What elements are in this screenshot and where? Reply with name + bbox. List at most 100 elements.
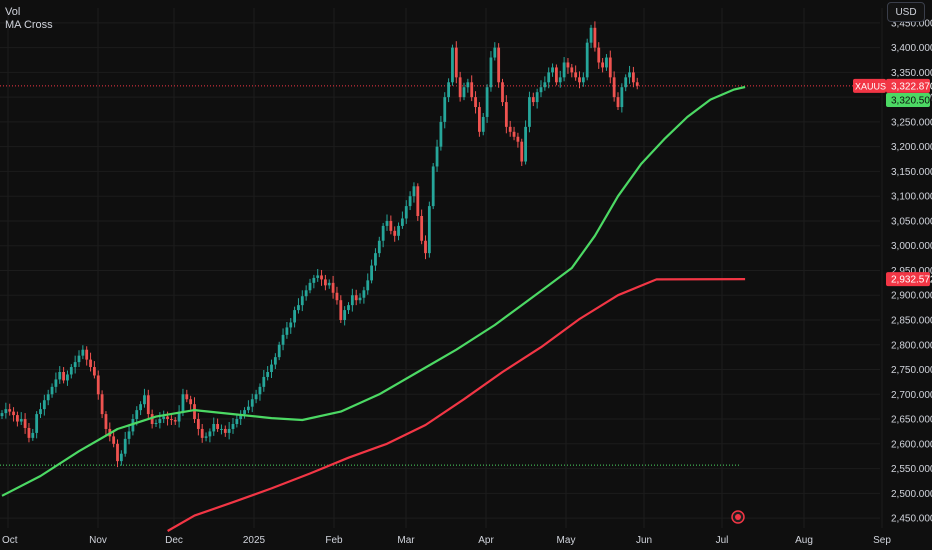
candle-body <box>543 82 547 88</box>
candle-body <box>212 424 216 432</box>
candle-body <box>189 399 193 405</box>
price-tick-label: 2,650.000 <box>891 415 932 426</box>
time-tick-label: Feb <box>325 535 343 546</box>
candle-body <box>601 62 604 68</box>
ma-slow-line <box>167 278 746 532</box>
candle-body <box>112 436 116 444</box>
price-tick-label: 2,700.000 <box>891 390 932 401</box>
time-tick-label: Sep <box>873 535 891 546</box>
indicator-legend: Vol MA Cross <box>5 6 53 32</box>
candle-body <box>200 428 204 438</box>
candle-body <box>512 131 516 137</box>
price-tick-label: 2,450.000 <box>891 514 932 525</box>
time-axis[interactable]: Oct Nov Dec 2025 Feb Mar Apr May Jun Jul Aug Sep <box>2 535 891 546</box>
candle-body <box>593 27 597 48</box>
price-tick-label: 2,950.000 <box>891 266 932 277</box>
event-marker[interactable] <box>731 510 745 524</box>
candle-body <box>347 305 350 311</box>
candle-body <box>458 77 462 98</box>
candle-body <box>424 240 427 254</box>
candle-body <box>558 77 562 83</box>
candle-body <box>154 423 158 425</box>
candle-body <box>343 310 347 320</box>
reference-lines <box>0 85 880 466</box>
vol-indicator-label[interactable]: Vol <box>5 6 21 18</box>
candle-body <box>231 424 235 429</box>
time-tick-label: 2025 <box>243 535 266 546</box>
ma-fast-badge-text: 3,320.505 <box>891 95 932 106</box>
candle-body <box>235 419 239 424</box>
candle-body <box>562 62 566 78</box>
candle-body <box>439 121 443 147</box>
candle-body <box>297 305 300 311</box>
last-price-badge <box>886 78 930 93</box>
candle-body <box>616 97 620 108</box>
candle-body <box>454 47 458 78</box>
candle-body <box>216 424 219 429</box>
candle-body <box>370 265 373 281</box>
candle-body <box>239 414 243 420</box>
candle-body <box>208 431 212 437</box>
candle-body <box>331 282 335 293</box>
candle-body <box>8 409 12 412</box>
candle-body <box>181 394 185 412</box>
candle-body <box>104 414 108 429</box>
candle-body <box>139 404 142 411</box>
candle-body <box>489 57 493 88</box>
price-tick-label: 3,050.000 <box>891 216 932 227</box>
candle-body <box>250 399 254 407</box>
price-tick-label: 2,800.000 <box>891 340 932 351</box>
price-tick-label: 3,400.000 <box>891 43 932 54</box>
price-axis[interactable]: 2,450.000 2,500.000 2,550.000 2,600.000 2,65… <box>891 18 932 524</box>
candle-body <box>447 82 450 98</box>
time-tick-label: Jul <box>716 535 729 546</box>
candle-body <box>150 414 154 424</box>
candle-body <box>304 290 308 297</box>
candle-body <box>100 394 104 415</box>
currency-button[interactable]: USD <box>887 2 925 22</box>
candle-body <box>131 419 135 432</box>
candle-body <box>524 126 527 162</box>
candle-body <box>497 47 501 83</box>
candle-body <box>605 57 608 68</box>
candle-body <box>285 327 289 335</box>
candle-body <box>127 431 131 439</box>
price-tick-label: 3,100.000 <box>891 192 932 203</box>
candle-body <box>324 279 327 286</box>
candle-body <box>362 290 366 298</box>
candle-body <box>316 275 320 278</box>
candle-body <box>23 419 27 428</box>
candle-body <box>420 216 424 241</box>
symbol-badge <box>853 78 886 93</box>
candle-body <box>223 428 227 433</box>
candle-body <box>535 92 539 103</box>
candle-body <box>620 87 624 108</box>
candle-body <box>335 292 339 301</box>
price-tick-label: 3,450.000 <box>891 18 932 29</box>
candle-body <box>277 344 281 358</box>
candle-body <box>508 126 512 132</box>
candle-body <box>258 386 262 395</box>
candle-body <box>578 77 581 83</box>
moving-averages <box>1 85 746 532</box>
candle-body <box>628 72 631 78</box>
candle-body <box>585 42 589 78</box>
candle-body <box>624 77 628 88</box>
time-tick-label: Nov <box>89 535 107 546</box>
time-tick-label: Mar <box>397 535 415 546</box>
ma-cross-indicator-label[interactable]: MA Cross <box>5 19 53 31</box>
candle-body <box>632 72 635 83</box>
candle-body <box>254 394 258 400</box>
symbol-badge-text: XAUUSD <box>855 81 893 91</box>
candle-body <box>12 411 15 416</box>
candle-body <box>27 427 31 438</box>
price-tick-label: 2,750.000 <box>891 365 932 376</box>
candle-body <box>366 280 370 291</box>
last-price-badge-text: 3,322.870 <box>891 81 932 92</box>
candle-body <box>308 282 312 291</box>
candle-body <box>289 322 293 328</box>
